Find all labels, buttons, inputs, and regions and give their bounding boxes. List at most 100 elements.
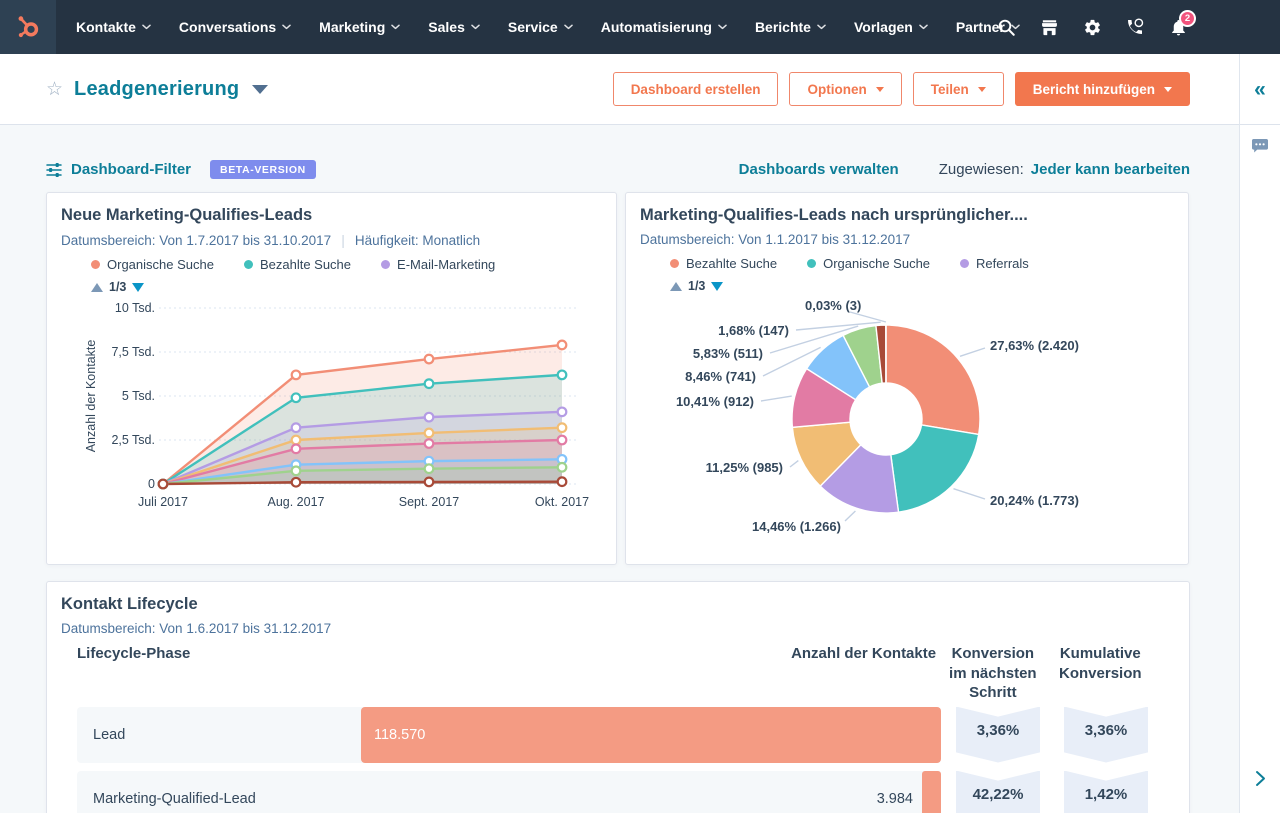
dashboard-switcher-caret-icon[interactable] bbox=[252, 84, 269, 94]
data-point-series-0[interactable] bbox=[290, 369, 302, 381]
donut-slice-label: 20,24% (1.773) bbox=[990, 493, 1079, 508]
manage-dashboards-link[interactable]: Dashboards verwalten bbox=[738, 161, 899, 178]
nav-item-conversations[interactable]: Conversations bbox=[165, 0, 305, 54]
data-point-series-6[interactable] bbox=[290, 465, 302, 477]
report-card-new-mqls: Neue Marketing-Qualifies-Leads Datumsber… bbox=[46, 192, 617, 565]
create-dashboard-button[interactable]: Dashboard erstellen bbox=[612, 72, 779, 106]
report-title[interactable]: Kontakt Lifecycle bbox=[61, 595, 198, 613]
nav-item-vorlagen[interactable]: Vorlagen bbox=[840, 0, 942, 54]
data-point-series-3[interactable] bbox=[556, 422, 568, 434]
pager-up-icon[interactable] bbox=[670, 281, 682, 291]
area-line-chart: 0 2,5 Tsd. 5 Tsd. 7,5 Tsd. 10 Tsd. Anzahl der… bbox=[84, 301, 589, 509]
report-meta: Datumsbereich: Von 1.6.2017 bis 31.12.20… bbox=[61, 621, 1175, 636]
data-point-series-4[interactable] bbox=[290, 443, 302, 455]
pager-down-icon[interactable] bbox=[711, 281, 724, 291]
dashboard-content: Dashboard-Filter BETA-VERSION Dashboards… bbox=[0, 125, 1239, 813]
pager-up-icon[interactable] bbox=[91, 282, 103, 292]
share-button[interactable]: Teilen bbox=[912, 72, 1004, 106]
donut-slice-label: 8,46% (741) bbox=[685, 369, 756, 384]
legend-dot bbox=[807, 259, 817, 268]
report-meta: Datumsbereich: Von 1.7.2017 bis 31.10.20… bbox=[61, 232, 602, 248]
report-title[interactable]: Neue Marketing-Qualifies-Leads bbox=[61, 206, 313, 224]
legend-item[interactable]: Organische Suche bbox=[807, 256, 930, 271]
beta-version-badge: BETA-VERSION bbox=[210, 160, 316, 179]
y-axis-title: Anzahl der Kontakte bbox=[84, 340, 98, 453]
legend-item[interactable]: Bezahlte Suche bbox=[243, 257, 351, 272]
chevron-down-icon bbox=[471, 24, 480, 30]
page-title[interactable]: Leadgenerierung bbox=[74, 77, 240, 100]
notifications-bell-icon[interactable]: 2 bbox=[1168, 10, 1196, 37]
chevron-down-icon bbox=[919, 24, 928, 30]
hubspot-logo[interactable] bbox=[0, 0, 56, 54]
x-axis-tick-label: Okt. 2017 bbox=[535, 495, 589, 509]
nav-item-service[interactable]: Service bbox=[494, 0, 587, 54]
data-point-series-2[interactable] bbox=[556, 406, 568, 418]
data-point-series-2[interactable] bbox=[423, 411, 435, 423]
data-point-series-1[interactable] bbox=[423, 378, 435, 390]
dashboard-filter-toggle[interactable]: Dashboard-Filter BETA-VERSION bbox=[46, 160, 316, 179]
y-axis-tick-label: 10 Tsd. bbox=[115, 301, 155, 315]
favorite-star-icon[interactable]: ☆ bbox=[46, 78, 64, 100]
meta-separator: | bbox=[341, 232, 345, 248]
data-point-series-1[interactable] bbox=[290, 392, 302, 404]
nav-item-berichte[interactable]: Berichte bbox=[741, 0, 840, 54]
add-report-button[interactable]: Bericht hinzufügen bbox=[1014, 72, 1190, 106]
legend-item[interactable]: Referrals bbox=[960, 256, 1029, 271]
chevron-down-icon bbox=[977, 86, 986, 92]
legend-item[interactable]: E-Mail-Marketing bbox=[381, 257, 495, 272]
funnel-bar[interactable] bbox=[922, 770, 941, 813]
comments-icon[interactable] bbox=[1240, 138, 1280, 154]
date-range: Datumsbereich: Von 1.1.2017 bis 31.12.20… bbox=[640, 232, 911, 247]
donut-slice-0[interactable] bbox=[885, 324, 981, 436]
collapse-panel-icon[interactable]: « bbox=[1254, 77, 1266, 101]
chevron-right-icon[interactable] bbox=[1240, 770, 1280, 787]
search-icon[interactable] bbox=[996, 17, 1016, 37]
settings-gear-icon[interactable] bbox=[1082, 17, 1102, 37]
nav-item-partner[interactable]: Partner bbox=[942, 0, 1034, 54]
y-axis-tick-label: 5 Tsd. bbox=[122, 389, 155, 403]
data-point-series-4[interactable] bbox=[556, 434, 568, 446]
data-point-series-0[interactable] bbox=[423, 353, 435, 365]
legend-item[interactable]: Organische Suche bbox=[91, 257, 214, 272]
filter-sliders-icon bbox=[46, 162, 62, 177]
chevron-down-icon bbox=[1011, 24, 1020, 30]
data-point-series-4[interactable] bbox=[423, 438, 435, 449]
data-point-series-7[interactable] bbox=[423, 476, 435, 488]
funnel-bar[interactable]: 118.570 bbox=[361, 706, 941, 763]
line-series-1 bbox=[162, 373, 563, 486]
report-title[interactable]: Marketing-Qualifies-Leads nach ursprüngl… bbox=[640, 206, 1028, 224]
assigned-value-link[interactable]: Jeder kann bearbeiten bbox=[1030, 161, 1190, 178]
donut-slice-label: 14,46% (1.266) bbox=[752, 519, 841, 534]
nav-item-sales[interactable]: Sales bbox=[414, 0, 494, 54]
data-point-series-0[interactable] bbox=[556, 339, 568, 351]
y-axis-tick-label: 7,5 Tsd. bbox=[111, 345, 155, 359]
data-point-series-6[interactable] bbox=[423, 463, 435, 475]
frequency: Häufigkeit: Monatlich bbox=[354, 232, 481, 248]
data-point-series-7[interactable] bbox=[290, 476, 302, 488]
data-point-series-3[interactable] bbox=[290, 434, 302, 446]
marketplace-icon[interactable] bbox=[1039, 17, 1059, 37]
calling-phone-icon[interactable] bbox=[1125, 17, 1145, 37]
nav-item-automatisierung[interactable]: Automatisierung bbox=[587, 0, 741, 54]
donut-slice-1[interactable] bbox=[890, 424, 980, 513]
nav-item-marketing[interactable]: Marketing bbox=[305, 0, 414, 54]
data-point-series-7[interactable] bbox=[556, 476, 568, 488]
data-point-series-2[interactable] bbox=[290, 422, 302, 434]
nav-menu: Kontakte Conversations Marketing Sales S… bbox=[62, 0, 1034, 54]
nav-item-kontakte[interactable]: Kontakte bbox=[62, 0, 165, 54]
data-point-series-7[interactable] bbox=[157, 478, 169, 490]
line-series-0 bbox=[162, 343, 563, 485]
data-point-series-6[interactable] bbox=[556, 461, 568, 473]
pager-down-icon[interactable] bbox=[132, 282, 145, 292]
area-series-0 bbox=[163, 344, 562, 484]
data-point-series-3[interactable] bbox=[423, 427, 435, 439]
chevron-down-icon bbox=[1164, 86, 1172, 92]
donut-leader-line bbox=[959, 347, 986, 357]
options-button[interactable]: Optionen bbox=[789, 72, 902, 106]
legend-dot bbox=[91, 260, 100, 269]
data-point-series-1[interactable] bbox=[556, 369, 568, 381]
lifecycle-funnel-table: Lifecycle-Phase Anzahl der Kontakte Konv… bbox=[77, 644, 1148, 813]
cumulative-conversion-badge: 3,36% bbox=[1064, 706, 1148, 763]
chevron-down-icon bbox=[391, 24, 401, 30]
legend-item[interactable]: Bezahlte Suche bbox=[670, 256, 777, 271]
